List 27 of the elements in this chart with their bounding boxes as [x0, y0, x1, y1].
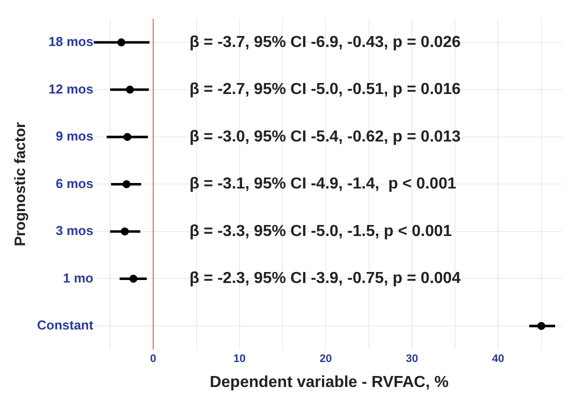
y-tick-label: 12 mos: [48, 81, 94, 96]
x-tick-label: 0: [150, 353, 156, 366]
x-tick-label: 40: [492, 353, 504, 366]
x-tick-label: 30: [406, 353, 418, 366]
x-tick-label: 20: [320, 353, 332, 366]
point: [126, 86, 134, 94]
point: [123, 132, 132, 141]
y-tick-label: 3 mos: [56, 223, 94, 238]
annotation: β = -3.1, 95% CI -4.9, -1.4, p < 0.001: [189, 176, 456, 193]
y-tick-label: 18 mos: [48, 34, 94, 50]
x-tick-label: 10: [233, 353, 246, 366]
y-axis-title: Prognostic factor: [12, 122, 30, 246]
point: [122, 180, 131, 188]
point: [117, 38, 126, 46]
annotation: β = -3.3, 95% CI -5.0, -1.5, p < 0.001: [189, 222, 452, 240]
annotation: β = -3.7, 95% CI -6.9, -0.43, p = 0.026: [189, 34, 461, 51]
x-axis-title: Dependent variable - RVFAC, %: [210, 374, 449, 391]
y-tick-label: Constant: [36, 318, 94, 333]
point: [537, 322, 546, 330]
y-tick-label: 1 mo: [62, 270, 94, 286]
annotation: β = -2.7, 95% CI -5.0, -0.51, p = 0.016: [189, 81, 461, 98]
point: [129, 274, 138, 283]
point: [120, 227, 129, 236]
annotation: β = -2.3, 95% CI -3.9, -0.75, p = 0.004: [189, 270, 461, 288]
y-tick-label: 6 mos: [56, 176, 94, 191]
annotation: β = -3.0, 95% CI -5.4, -0.62, p = 0.013: [189, 128, 461, 146]
y-tick-label: 9 mos: [56, 128, 94, 144]
